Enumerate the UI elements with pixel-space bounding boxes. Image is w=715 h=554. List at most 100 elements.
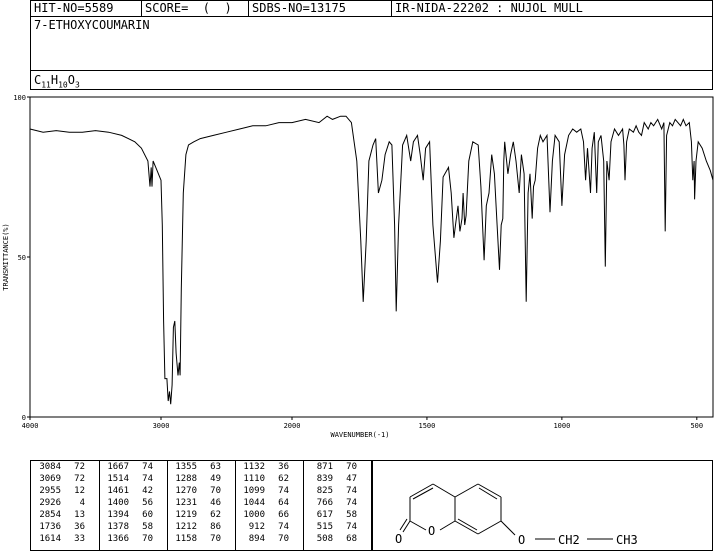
peak-wavenumber: 1099 bbox=[243, 486, 265, 496]
peak-wavenumber: 1110 bbox=[243, 474, 265, 484]
peak-transmittance: 62 bbox=[210, 510, 221, 520]
peak-transmittance: 49 bbox=[210, 474, 221, 484]
header-divider bbox=[391, 1, 392, 16]
peak-wavenumber: 2926 bbox=[39, 498, 61, 508]
sdbs-number: SDBS-NO=13175 bbox=[252, 1, 346, 15]
molecule-structure: O O O CH2 CH3 bbox=[395, 483, 638, 547]
peak-transmittance: 63 bbox=[210, 462, 221, 472]
peak-transmittance: 72 bbox=[74, 462, 85, 472]
peak-row: 3069 72 bbox=[31, 473, 99, 485]
peak-wavenumber: 508 bbox=[316, 534, 333, 544]
peak-column: 871 70 839 47 825 74 766 74 617 58 515 74 508 68 bbox=[303, 461, 371, 550]
peak-wavenumber: 1378 bbox=[107, 522, 129, 532]
compound-name-box: 7-ETHOXYCOUMARIN bbox=[30, 16, 713, 71]
peak-wavenumber: 515 bbox=[316, 522, 333, 532]
peak-wavenumber: 1366 bbox=[107, 534, 129, 544]
peak-row: 1378 58 bbox=[99, 521, 167, 533]
peak-wavenumber: 1000 bbox=[243, 510, 265, 520]
peak-wavenumber: 1231 bbox=[175, 498, 197, 508]
peak-transmittance: 74 bbox=[278, 522, 289, 532]
peak-wavenumber: 1158 bbox=[175, 534, 197, 544]
ch2-group: CH2 bbox=[558, 533, 580, 547]
peak-transmittance: 36 bbox=[278, 462, 289, 472]
chart-axes: 4000 3000 2000 1500 1000 500100500WAVENUMBER(… bbox=[2, 94, 703, 439]
peak-wavenumber: 1400 bbox=[107, 498, 129, 508]
peak-transmittance: 60 bbox=[142, 510, 153, 520]
peak-row: 1288 49 bbox=[167, 473, 235, 485]
peak-column-divider bbox=[235, 461, 236, 550]
peak-row: 1514 74 bbox=[99, 473, 167, 485]
header-divider bbox=[141, 1, 142, 16]
ir-nida-info: IR-NIDA-22202 : NUJOL MULL bbox=[395, 1, 583, 15]
peak-transmittance: 13 bbox=[74, 510, 85, 520]
peak-transmittance: 4 bbox=[79, 498, 85, 508]
y-tick-label: 50 bbox=[18, 254, 26, 262]
ch3-group: CH3 bbox=[616, 533, 638, 547]
header-bar: HIT-NO=5589 SCORE= ( ) SDBS-NO=13175 IR-… bbox=[30, 0, 713, 17]
x-tick-label: 500 bbox=[690, 422, 703, 430]
molecular-formula: C11H10O3 bbox=[34, 73, 80, 90]
peak-row: 1366 70 bbox=[99, 533, 167, 545]
peak-transmittance: 70 bbox=[142, 534, 153, 544]
y-axis-label: TRANSMITTANCE(%) bbox=[2, 223, 10, 290]
peak-row: 1270 70 bbox=[167, 485, 235, 497]
peak-row: 1355 63 bbox=[167, 461, 235, 473]
peak-transmittance: 12 bbox=[74, 486, 85, 496]
peak-wavenumber: 1667 bbox=[107, 462, 129, 472]
peak-column: 1132 36 1110 62 1099 74 1044 64 1000 66 912 74 894 70 bbox=[235, 461, 303, 550]
peak-transmittance: 66 bbox=[278, 510, 289, 520]
peak-row: 1000 66 bbox=[235, 509, 303, 521]
peak-wavenumber: 617 bbox=[316, 510, 333, 520]
peak-wavenumber: 3069 bbox=[39, 474, 61, 484]
peak-wavenumber: 894 bbox=[248, 534, 265, 544]
peak-wavenumber: 1514 bbox=[107, 474, 129, 484]
peak-wavenumber: 1288 bbox=[175, 474, 197, 484]
x-tick-label: 3000 bbox=[153, 422, 170, 430]
peak-row: 912 74 bbox=[235, 521, 303, 533]
peak-transmittance: 68 bbox=[346, 534, 357, 544]
peak-wavenumber: 1355 bbox=[175, 462, 197, 472]
peak-column-divider bbox=[167, 461, 168, 550]
peak-row: 871 70 bbox=[303, 461, 371, 473]
peak-transmittance: 58 bbox=[346, 510, 357, 520]
peak-transmittance: 56 bbox=[142, 498, 153, 508]
peak-wavenumber: 1736 bbox=[39, 522, 61, 532]
peak-transmittance: 46 bbox=[210, 498, 221, 508]
formula-box: C11H10O3 bbox=[30, 70, 713, 90]
peak-row: 1667 74 bbox=[99, 461, 167, 473]
peak-row: 766 74 bbox=[303, 497, 371, 509]
hit-number: HIT-NO=5589 bbox=[34, 1, 114, 15]
y-tick-label: 100 bbox=[13, 94, 26, 102]
peak-row: 1212 86 bbox=[167, 521, 235, 533]
peak-column-divider bbox=[303, 461, 304, 550]
peak-wavenumber: 3084 bbox=[39, 462, 61, 472]
peak-wavenumber: 766 bbox=[316, 498, 333, 508]
peak-transmittance: 58 bbox=[142, 522, 153, 532]
peak-transmittance: 74 bbox=[346, 486, 357, 496]
peak-wavenumber: 1270 bbox=[175, 486, 197, 496]
header-divider bbox=[248, 1, 249, 16]
peak-wavenumber: 1219 bbox=[175, 510, 197, 520]
x-tick-label: 1500 bbox=[419, 422, 436, 430]
compound-name: 7-ETHOXYCOUMARIN bbox=[34, 18, 150, 32]
peak-transmittance: 72 bbox=[74, 474, 85, 484]
spectrum-line bbox=[29, 115, 714, 405]
peak-row: 1158 70 bbox=[167, 533, 235, 545]
ir-spectrum-chart: 4000 3000 2000 1500 1000 500100500WAVENUMBER(… bbox=[2, 94, 714, 439]
peak-transmittance: 74 bbox=[142, 462, 153, 472]
ether-oxygen: O bbox=[518, 533, 525, 547]
x-tick-label: 1000 bbox=[553, 422, 570, 430]
peak-column: 1355 63 1288 49 1270 70 1231 46 1219 62 1212 86 1158… bbox=[167, 461, 235, 550]
peak-transmittance: 42 bbox=[142, 486, 153, 496]
peak-wavenumber: 839 bbox=[316, 474, 333, 484]
peak-row: 2955 12 bbox=[31, 485, 99, 497]
peak-wavenumber: 1461 bbox=[107, 486, 129, 496]
peak-wavenumber: 1394 bbox=[107, 510, 129, 520]
peak-row: 1110 62 bbox=[235, 473, 303, 485]
peak-transmittance: 47 bbox=[346, 474, 357, 484]
peak-row: 1231 46 bbox=[167, 497, 235, 509]
score: SCORE= ( ) bbox=[145, 1, 232, 15]
peak-row: 2926 4 bbox=[31, 497, 99, 509]
peak-row: 2854 13 bbox=[31, 509, 99, 521]
peak-transmittance: 70 bbox=[346, 462, 357, 472]
